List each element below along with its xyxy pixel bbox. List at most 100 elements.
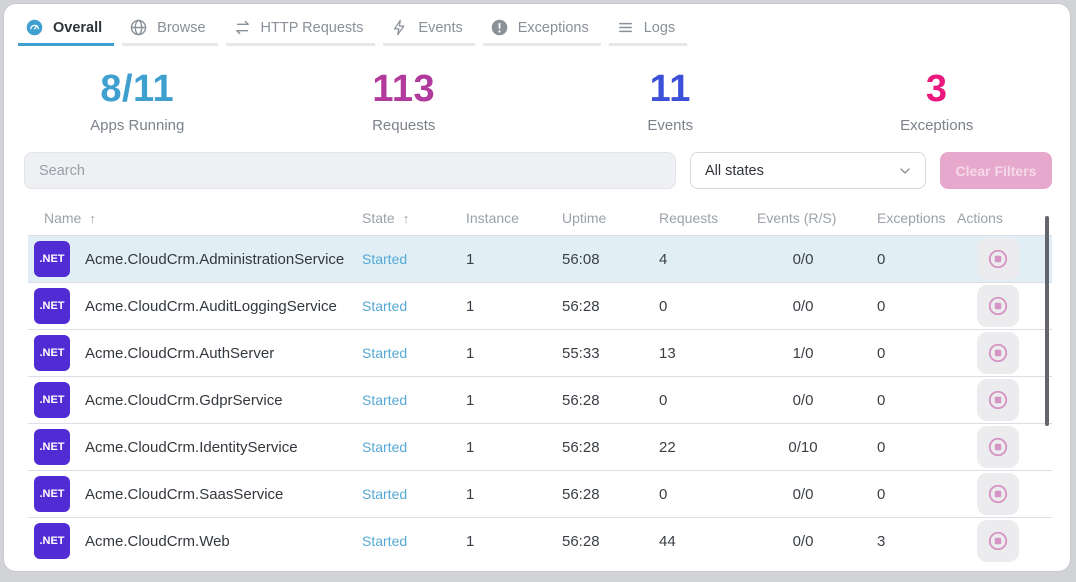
service-uptime: 56:28 — [562, 297, 600, 315]
service-requests: 0 — [659, 297, 668, 315]
tab-exceptions[interactable]: Exceptions — [482, 10, 601, 46]
stop-button[interactable] — [976, 473, 1019, 515]
stop-icon — [988, 249, 1007, 269]
stat-label: Exceptions — [900, 117, 974, 134]
stop-button[interactable] — [976, 520, 1019, 562]
tab-http-requests[interactable]: HTTP Requests — [225, 10, 376, 46]
dotnet-badge: .NET — [34, 429, 70, 465]
stat-apps-running: 8/11 Apps Running — [4, 68, 271, 134]
column-header-requests[interactable]: Requests — [659, 210, 757, 226]
column-header-label: Name — [44, 210, 82, 226]
service-row[interactable]: .NET Acme.CloudCrm.Web Started 1 56:28 4… — [28, 517, 1052, 564]
stop-button[interactable] — [976, 426, 1019, 468]
clear-filters-button[interactable]: Clear Filters — [940, 152, 1052, 189]
stats-row: 8/11 Apps Running 113 Requests 11 Events… — [4, 68, 1070, 134]
globe-icon — [130, 19, 147, 36]
column-header-instance[interactable]: Instance — [466, 210, 562, 226]
tab-bar: Overall Browse HTTP Requests Events Exce… — [18, 10, 1070, 46]
service-row[interactable]: .NET Acme.CloudCrm.AuthServer Started 1 … — [28, 329, 1052, 376]
stop-icon — [988, 437, 1007, 457]
stat-value: 11 — [649, 68, 691, 110]
tab-browse[interactable]: Browse — [122, 10, 218, 46]
column-header-events-r-s[interactable]: Events (R/S) — [757, 210, 877, 226]
service-row[interactable]: .NET Acme.CloudCrm.AuditLoggingService S… — [28, 282, 1052, 329]
stop-icon — [988, 390, 1007, 410]
column-header-label: Actions — [957, 210, 1003, 226]
tab-events[interactable]: Events — [383, 10, 475, 46]
tab-label: Events — [418, 19, 463, 36]
dotnet-badge: .NET — [34, 476, 70, 512]
service-events: 0/10 — [788, 438, 818, 456]
stop-button[interactable] — [976, 238, 1019, 280]
service-exceptions: 0 — [877, 438, 886, 456]
state-filter-select[interactable]: All states — [690, 152, 926, 189]
stat-value: 3 — [925, 68, 948, 110]
service-name: Acme.CloudCrm.SaasService — [85, 485, 284, 503]
column-header-actions[interactable]: Actions — [957, 210, 1052, 226]
service-state: Started — [362, 298, 408, 314]
service-exceptions: 0 — [877, 297, 886, 315]
tab-overall[interactable]: Overall — [18, 10, 115, 46]
stat-requests: 113 Requests — [271, 68, 538, 134]
service-instance: 1 — [466, 391, 475, 409]
search-input[interactable] — [24, 152, 676, 189]
chevron-down-icon — [897, 163, 913, 179]
service-row[interactable]: .NET Acme.CloudCrm.SaasService Started 1… — [28, 470, 1052, 517]
filter-bar: All states Clear Filters — [24, 152, 1056, 189]
stat-label: Events — [647, 117, 694, 134]
service-requests: 22 — [659, 438, 676, 456]
service-exceptions: 0 — [877, 391, 886, 409]
sort-ascending-icon: ↑ — [89, 211, 96, 226]
swap-arrows-icon — [234, 19, 251, 36]
service-exceptions: 3 — [877, 532, 886, 550]
service-row[interactable]: .NET Acme.CloudCrm.IdentityService Start… — [28, 423, 1052, 470]
stop-icon — [988, 531, 1007, 551]
service-events: 0/0 — [792, 532, 814, 550]
service-name: Acme.CloudCrm.GdprService — [85, 391, 283, 409]
column-header-label: Instance — [466, 210, 519, 226]
dotnet-badge: .NET — [34, 382, 70, 418]
stop-button[interactable] — [976, 332, 1019, 374]
service-requests: 0 — [659, 485, 668, 503]
dotnet-badge: .NET — [34, 523, 70, 559]
service-state: Started — [362, 439, 408, 455]
stop-button[interactable] — [976, 379, 1019, 421]
service-instance: 1 — [466, 250, 475, 268]
table-header-row: Name ↑ State ↑ Instance Uptime Requests Ev… — [28, 201, 1052, 235]
service-row[interactable]: .NET Acme.CloudCrm.AdministrationService… — [28, 235, 1052, 282]
stat-label: Requests — [372, 117, 436, 134]
stop-icon — [988, 296, 1007, 316]
service-name: Acme.CloudCrm.AuthServer — [85, 344, 275, 362]
service-instance: 1 — [466, 485, 475, 503]
service-instance: 1 — [466, 532, 475, 550]
gauge-icon — [26, 19, 43, 36]
service-uptime: 56:08 — [562, 250, 600, 268]
stat-events: 11 Events — [537, 68, 804, 134]
dotnet-badge: .NET — [34, 241, 70, 277]
service-uptime: 56:28 — [562, 438, 600, 456]
service-events: 0/0 — [792, 485, 814, 503]
menu-lines-icon — [617, 19, 634, 36]
column-header-label: Events (R/S) — [757, 210, 837, 226]
service-uptime: 56:28 — [562, 532, 600, 550]
service-exceptions: 0 — [877, 344, 886, 362]
column-header-name[interactable]: Name ↑ — [28, 210, 362, 226]
service-instance: 1 — [466, 438, 475, 456]
services-table: Name ↑ State ↑ Instance Uptime Requests Ev… — [4, 201, 1070, 564]
service-exceptions: 0 — [877, 250, 886, 268]
stop-button[interactable] — [976, 285, 1019, 327]
service-requests: 4 — [659, 250, 668, 268]
table-scrollbar[interactable] — [1045, 216, 1049, 426]
stop-icon — [988, 484, 1007, 504]
tab-logs[interactable]: Logs — [608, 10, 688, 46]
column-header-uptime[interactable]: Uptime — [562, 210, 659, 226]
service-name: Acme.CloudCrm.AdministrationService — [85, 250, 345, 268]
service-row[interactable]: .NET Acme.CloudCrm.GdprService Started 1… — [28, 376, 1052, 423]
column-header-label: State — [362, 210, 395, 226]
service-name: Acme.CloudCrm.AuditLoggingService — [85, 297, 337, 315]
table-body: .NET Acme.CloudCrm.AdministrationService… — [28, 235, 1052, 564]
service-state: Started — [362, 392, 408, 408]
column-header-exceptions[interactable]: Exceptions — [877, 210, 957, 226]
column-header-label: Requests — [659, 210, 719, 226]
column-header-state[interactable]: State ↑ — [362, 210, 466, 226]
